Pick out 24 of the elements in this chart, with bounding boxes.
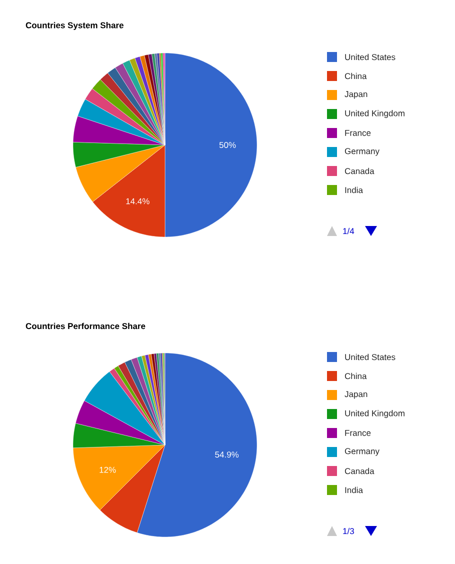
legend-label: United Kingdom <box>345 110 404 118</box>
text: 1/3 <box>343 528 354 534</box>
legend-label: India <box>345 186 363 194</box>
legend-label: Canada <box>344 468 374 474</box>
legend-label: India <box>345 486 363 494</box>
legend-label: United States <box>345 54 396 60</box>
data-label: 12% <box>100 466 116 473</box>
data-label: 50% <box>219 142 236 148</box>
legend-label: China <box>344 372 367 380</box>
legend-label: United Kingdom <box>345 410 404 418</box>
data-label: 54.9% <box>215 452 239 458</box>
legend-label: France <box>345 430 371 436</box>
legend-label: Japan <box>344 391 368 399</box>
chart-title: Countries System Share <box>26 22 124 30</box>
text: 1/4 <box>343 228 354 234</box>
legend-label: Japan <box>344 91 368 99</box>
data-label: 14.4% <box>126 198 150 204</box>
chart-title: Countries Performance Share <box>26 322 146 330</box>
legend-label: Germany <box>344 448 380 456</box>
legend-label: United States <box>345 354 396 360</box>
legend-label: China <box>344 72 367 80</box>
legend-label: France <box>345 130 371 136</box>
legend-label: Canada <box>344 168 374 174</box>
legend-label: Germany <box>344 148 380 156</box>
